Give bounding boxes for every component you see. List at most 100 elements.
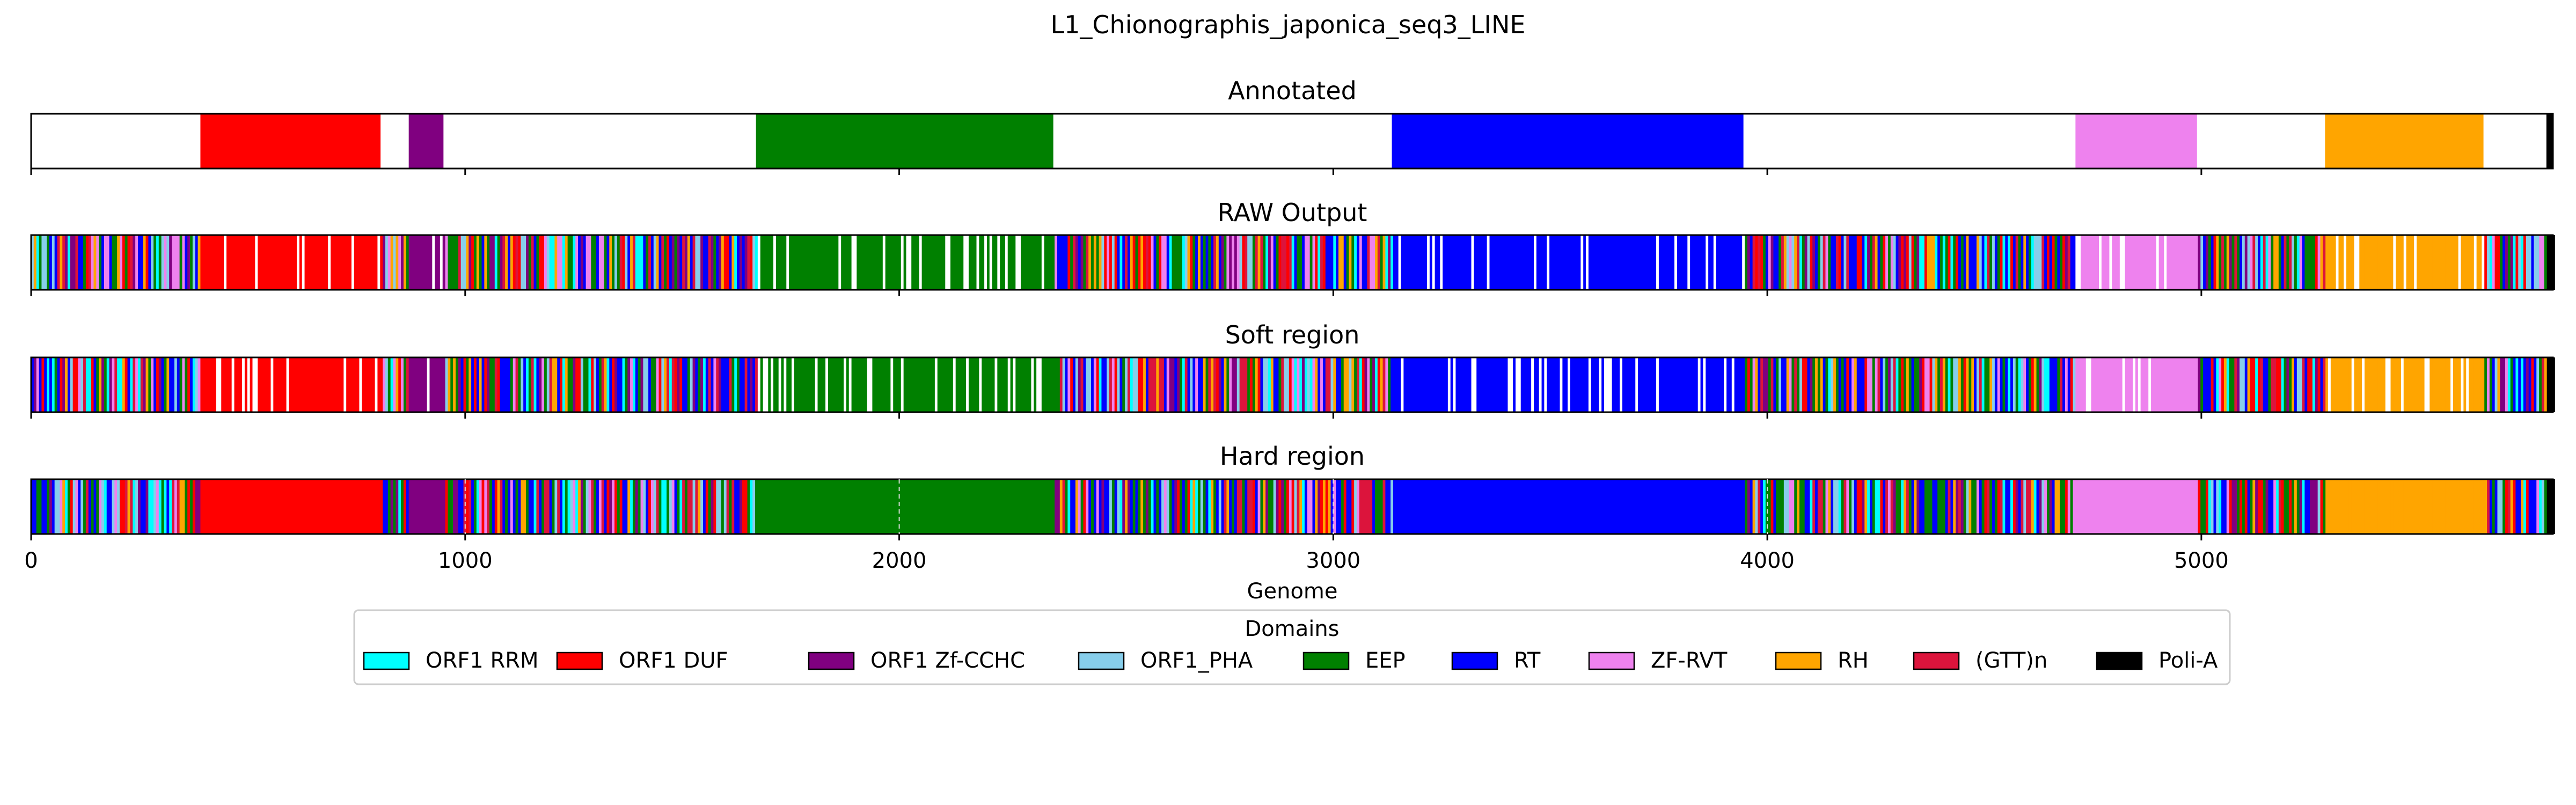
prediction-mark [1013, 357, 1016, 412]
prediction-mark [317, 235, 321, 290]
prediction-mark [2523, 479, 2527, 534]
prediction-mark [2377, 357, 2381, 412]
prediction-mark [406, 357, 409, 412]
prediction-mark [1010, 235, 1014, 290]
prediction-mark [596, 479, 599, 534]
prediction-mark [2333, 479, 2337, 534]
prediction-mark [1799, 235, 1803, 290]
prediction-mark [2541, 235, 2545, 290]
prediction-mark [1794, 357, 1797, 412]
prediction-mark [80, 479, 84, 534]
prediction-mark [1713, 479, 1717, 534]
prediction-mark [2122, 235, 2126, 290]
prediction-mark [1424, 479, 1428, 534]
prediction-mark [1268, 357, 1271, 412]
prediction-mark [411, 479, 414, 534]
prediction-mark [458, 235, 462, 290]
prediction-mark [359, 357, 362, 412]
prediction-mark [2549, 235, 2552, 290]
prediction-mark [896, 235, 899, 290]
prediction-mark [2119, 235, 2123, 290]
prediction-mark [2479, 357, 2482, 412]
prediction-mark [786, 235, 789, 290]
prediction-mark [825, 479, 829, 534]
prediction-mark [2028, 357, 2032, 412]
prediction-mark [1945, 479, 1949, 534]
prediction-mark [1807, 235, 1810, 290]
prediction-mark [1869, 357, 1873, 412]
prediction-mark [625, 357, 628, 412]
prediction-mark [1502, 235, 1506, 290]
prediction-mark [1354, 479, 1357, 534]
prediction-mark [242, 235, 245, 290]
prediction-mark [1049, 235, 1052, 290]
prediction-mark [497, 479, 501, 534]
prediction-mark [1239, 235, 1243, 290]
prediction-mark [153, 479, 157, 534]
prediction-mark [911, 235, 914, 290]
prediction-mark [1268, 235, 1271, 290]
prediction-mark [1763, 479, 1766, 534]
prediction-mark [500, 357, 503, 412]
prediction-mark [1156, 479, 1159, 534]
prediction-mark [1239, 479, 1243, 534]
prediction-mark [992, 235, 996, 290]
prediction-mark [505, 357, 508, 412]
prediction-mark [677, 357, 680, 412]
prediction-mark [1695, 479, 1699, 534]
prediction-mark [2135, 357, 2139, 412]
prediction-mark [867, 479, 870, 534]
prediction-mark [338, 479, 342, 534]
prediction-mark [54, 357, 58, 412]
prediction-mark [172, 235, 175, 290]
prediction-mark [614, 479, 618, 534]
prediction-mark [302, 357, 305, 412]
prediction-mark [648, 235, 652, 290]
prediction-mark [1734, 479, 1738, 534]
prediction-mark [460, 235, 464, 290]
prediction-mark [312, 479, 316, 534]
prediction-mark [851, 235, 855, 290]
prediction-mark [1104, 479, 1107, 534]
prediction-mark [1111, 235, 1115, 290]
prediction-mark [578, 357, 581, 412]
prediction-mark [552, 235, 555, 290]
prediction-mark [2099, 357, 2102, 412]
prediction-mark [1887, 357, 1891, 412]
prediction-mark [1443, 479, 1446, 534]
prediction-mark [2167, 235, 2170, 290]
prediction-mark [2518, 357, 2521, 412]
prediction-mark [638, 479, 641, 534]
prediction-mark [2171, 479, 2175, 534]
prediction-mark [784, 357, 787, 412]
prediction-mark [1038, 357, 1042, 412]
prediction-mark [1572, 479, 1576, 534]
prediction-mark [1609, 357, 1613, 412]
prediction-mark [2523, 357, 2527, 412]
prediction-mark [1643, 479, 1646, 534]
prediction-mark [1666, 357, 1670, 412]
prediction-mark [1994, 479, 1998, 534]
prediction-mark [135, 235, 138, 290]
prediction-mark [1835, 235, 1839, 290]
prediction-mark [179, 357, 183, 412]
prediction-mark [1476, 357, 1480, 412]
prediction-mark [1653, 357, 1657, 412]
prediction-mark [65, 479, 68, 534]
prediction-mark [1041, 235, 1045, 290]
prediction-mark [2442, 235, 2446, 290]
prediction-mark [106, 235, 110, 290]
prediction-mark [622, 357, 626, 412]
prediction-mark [1565, 357, 1568, 412]
prediction-mark [711, 479, 714, 534]
prediction-mark [484, 235, 487, 290]
prediction-mark [2205, 357, 2209, 412]
prediction-mark [1101, 235, 1104, 290]
prediction-mark [953, 235, 956, 290]
prediction-mark [880, 357, 883, 412]
prediction-mark [307, 235, 310, 290]
prediction-mark [1367, 357, 1370, 412]
prediction-mark [872, 357, 875, 412]
prediction-mark [773, 235, 777, 290]
prediction-mark [768, 357, 771, 412]
